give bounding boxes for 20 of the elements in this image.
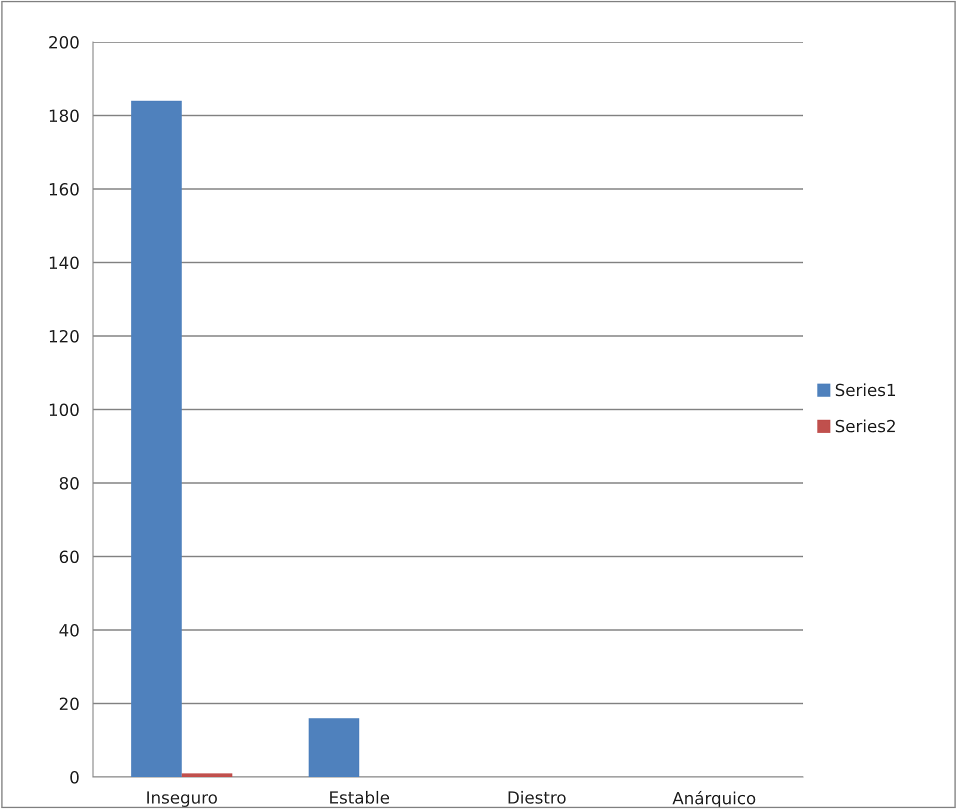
y-tick-label: 120 bbox=[50, 330, 79, 343]
y-tick-label: 40 bbox=[59, 624, 79, 637]
y-tick-label: 0 bbox=[70, 770, 79, 784]
x-tick-label: Diestro bbox=[508, 790, 566, 804]
x-tick-label: Inseguro bbox=[147, 791, 217, 808]
legend-label: Series2 bbox=[836, 420, 895, 432]
bar bbox=[308, 718, 360, 777]
y-tick-label: 60 bbox=[60, 550, 79, 564]
bar bbox=[131, 100, 182, 777]
legend-label: Series1 bbox=[836, 383, 895, 396]
y-tick-label: 100 bbox=[50, 403, 79, 416]
y-tick-label: 160 bbox=[50, 182, 79, 196]
y-tick-label: 20 bbox=[60, 697, 79, 710]
bar bbox=[182, 773, 232, 777]
y-tick-label: 80 bbox=[60, 476, 79, 490]
y-tick-label: 180 bbox=[50, 109, 79, 122]
y-tick-label: 140 bbox=[50, 256, 79, 270]
y-tick-label: 200 bbox=[49, 36, 79, 49]
x-tick-label: Estable bbox=[330, 790, 390, 804]
x-tick-label: Anárquico bbox=[672, 790, 756, 808]
